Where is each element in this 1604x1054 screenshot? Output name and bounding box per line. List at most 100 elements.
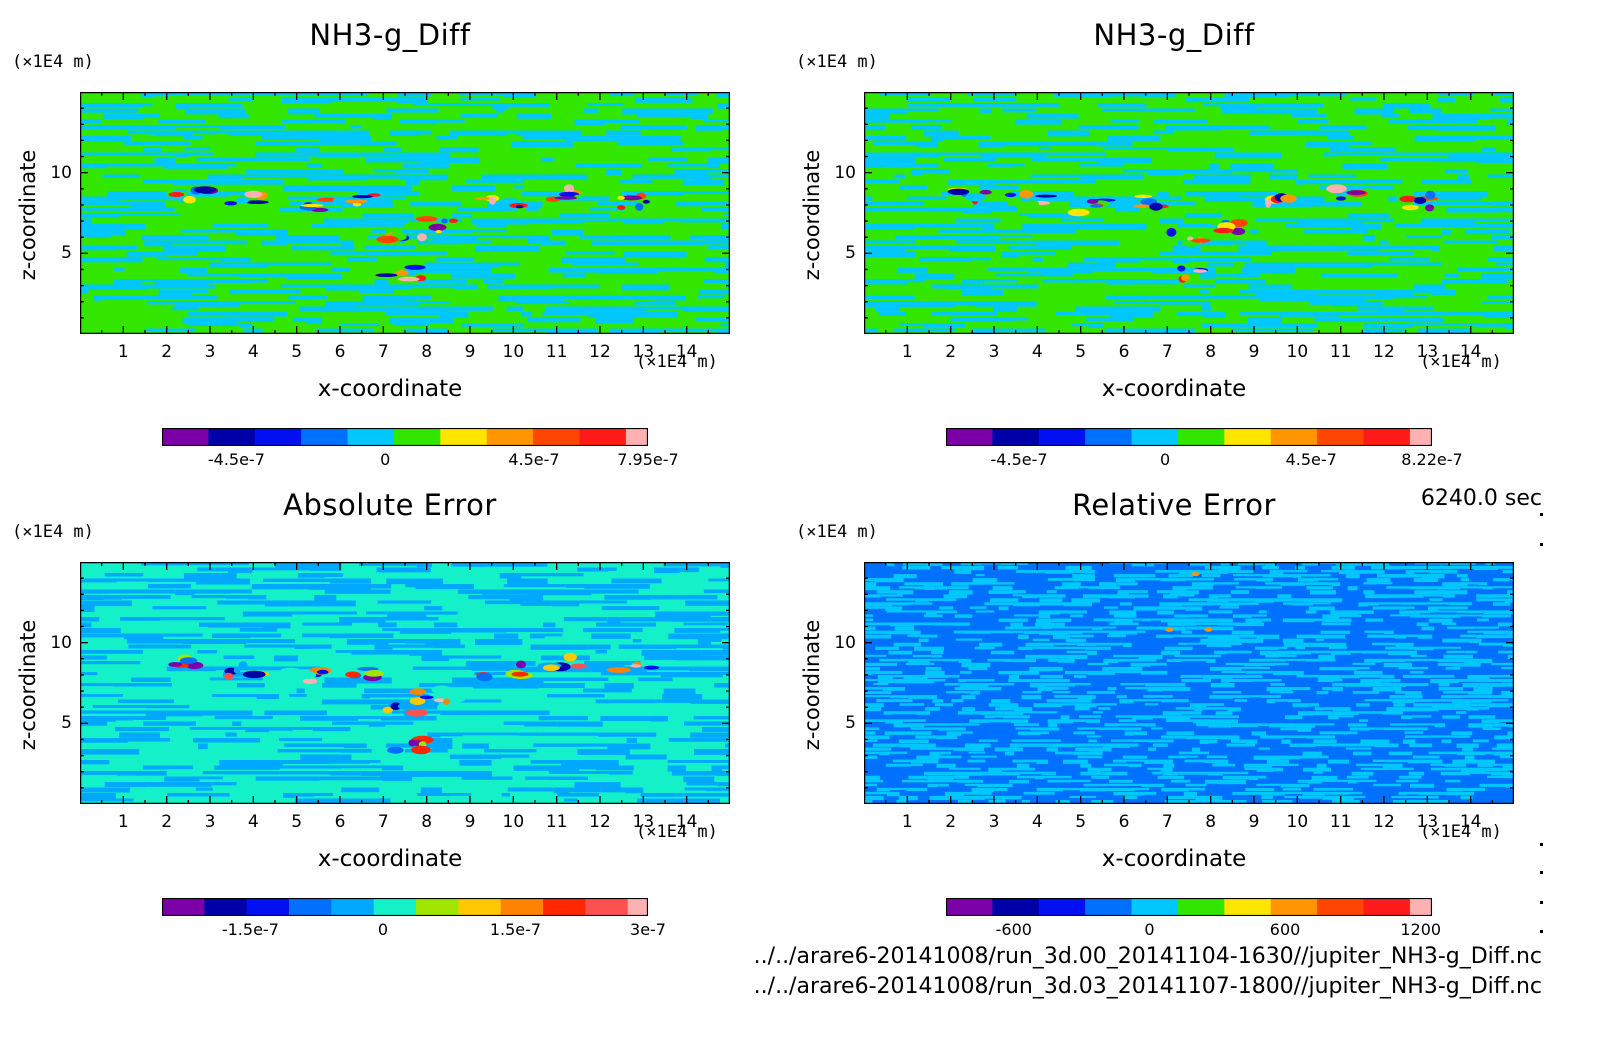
contour-band xyxy=(1283,602,1292,605)
contour-band xyxy=(115,727,169,732)
contour-band xyxy=(1249,251,1272,256)
contour-band xyxy=(584,584,650,589)
contour-band xyxy=(1077,727,1098,730)
contour-band xyxy=(864,163,885,168)
contour-band xyxy=(1071,323,1089,327)
contour-band xyxy=(600,672,661,676)
contour-band xyxy=(1237,562,1265,566)
contour-band xyxy=(1128,590,1148,594)
contour-band xyxy=(1159,602,1183,607)
contour-band xyxy=(1053,642,1077,645)
contour-band xyxy=(1161,771,1179,776)
contour-band xyxy=(1375,290,1413,296)
contour-band xyxy=(290,130,336,136)
contour-band xyxy=(508,207,518,211)
contour-band xyxy=(624,661,641,666)
contour-band xyxy=(660,672,723,678)
contour-band xyxy=(80,716,116,722)
contour-band xyxy=(1291,602,1314,606)
contour-band xyxy=(683,776,715,783)
contour-band xyxy=(577,749,630,755)
contour-band xyxy=(189,152,214,156)
contour-band xyxy=(938,727,952,731)
contour-band xyxy=(1477,763,1493,767)
contour-band xyxy=(1449,695,1463,699)
contour-band xyxy=(1164,646,1193,651)
contour-band xyxy=(1047,578,1075,581)
contour-feature xyxy=(1090,204,1103,208)
contour-band xyxy=(953,775,969,779)
contour-band xyxy=(1150,202,1196,205)
contour-feature xyxy=(302,678,318,685)
contour-band xyxy=(1506,119,1514,126)
y-unit-label: (×1E4 m) xyxy=(12,52,94,72)
contour-feature xyxy=(1265,199,1272,208)
y-tick-label: 10 xyxy=(834,162,856,183)
contour-band xyxy=(879,92,932,96)
contour-band xyxy=(995,795,1006,800)
contour-band xyxy=(1346,747,1372,750)
contour-band xyxy=(1399,610,1420,615)
contour-band xyxy=(1239,602,1259,605)
contour-band xyxy=(332,721,369,725)
contour-band xyxy=(1292,114,1327,118)
contour-band xyxy=(1480,683,1507,687)
contour-band xyxy=(292,611,357,615)
contour-band xyxy=(1066,650,1088,654)
contour-band xyxy=(1332,711,1359,716)
contour-band xyxy=(1118,719,1137,722)
contour-band xyxy=(610,257,625,263)
contour-band xyxy=(1308,642,1318,647)
contour-band xyxy=(1380,674,1395,679)
contour-band xyxy=(1355,763,1383,767)
contour-band xyxy=(1206,598,1229,603)
contour-band xyxy=(1036,759,1048,764)
contour-band xyxy=(1464,755,1475,760)
contour-band xyxy=(1476,634,1487,639)
contour-band xyxy=(1096,703,1117,706)
contour-band xyxy=(1200,323,1255,328)
contour-band xyxy=(1048,743,1075,748)
contour-band xyxy=(601,606,660,611)
contour-band xyxy=(1032,257,1043,262)
contour-band xyxy=(560,760,619,766)
contour-band xyxy=(1178,751,1188,755)
contour-band xyxy=(1432,114,1491,120)
x-tick-label: 8 xyxy=(1205,342,1217,362)
contour-band xyxy=(452,185,496,192)
contour-band xyxy=(1406,235,1442,239)
contour-band xyxy=(461,240,492,244)
contour-band xyxy=(1020,771,1042,775)
contour-band xyxy=(1165,719,1194,722)
contour-band xyxy=(984,795,996,799)
contour-band xyxy=(374,169,395,173)
contour-band xyxy=(1167,622,1197,626)
contour-band xyxy=(1268,169,1284,173)
contour-feature xyxy=(316,669,329,675)
contour-band xyxy=(1410,654,1427,657)
contour-band xyxy=(1110,119,1140,123)
contour-band xyxy=(1321,779,1348,782)
contour-band xyxy=(1189,787,1206,791)
contour-band xyxy=(1012,594,1022,597)
contour-band xyxy=(1058,658,1075,663)
contour-band xyxy=(424,606,443,611)
contour-band xyxy=(621,191,684,196)
contour-feature xyxy=(310,207,329,212)
contour-band xyxy=(1348,723,1367,727)
contour-band xyxy=(980,771,1007,776)
contour-band xyxy=(1474,218,1514,222)
colorbar-swatch xyxy=(289,898,332,916)
contour-band xyxy=(220,125,286,130)
contour-band xyxy=(935,779,957,783)
contour-band xyxy=(697,639,712,645)
contour-band xyxy=(1380,158,1433,162)
contour-band xyxy=(175,103,189,109)
contour-band xyxy=(1017,775,1035,779)
contour-band xyxy=(1350,97,1377,101)
contour-band xyxy=(468,595,510,600)
contour-band xyxy=(533,743,587,747)
contour-band xyxy=(1092,711,1103,714)
contour-band xyxy=(1147,687,1162,692)
contour-band xyxy=(1136,658,1157,662)
